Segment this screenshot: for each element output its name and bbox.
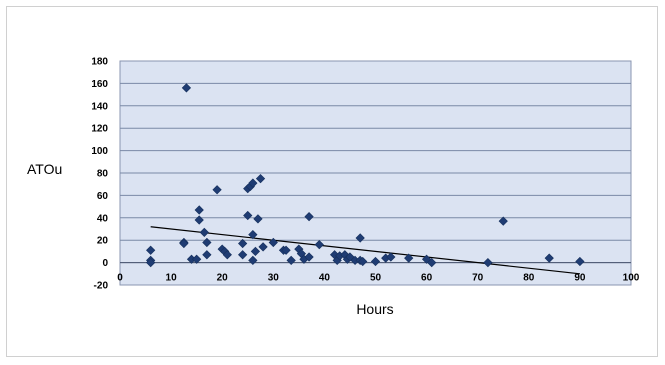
x-tick-label: 10 (166, 273, 178, 284)
data-point (575, 256, 585, 267)
data-point (181, 83, 192, 93)
x-tick-label: 100 (623, 273, 640, 284)
data-point (202, 250, 212, 260)
data-point (222, 250, 232, 260)
data-point (212, 185, 222, 195)
data-point (268, 237, 278, 248)
y-tick-label: 180 (91, 57, 108, 68)
data-point (258, 242, 268, 252)
data-point (304, 252, 314, 262)
data-points (146, 83, 585, 268)
data-point (355, 233, 365, 243)
data-point (286, 255, 296, 265)
data-point (199, 227, 209, 237)
data-point (179, 238, 189, 249)
y-axis: -20 0 20 40 60 80 100 120 140 160 180 (91, 57, 108, 292)
x-tick-label: 30 (268, 273, 280, 284)
y-tick-label: 140 (91, 101, 108, 112)
y-tick-label: -20 (94, 281, 109, 292)
data-point (255, 173, 266, 184)
data-point (314, 240, 324, 250)
y-tick-label: 20 (97, 236, 109, 247)
x-axis-title: Hours (356, 301, 393, 317)
data-point (386, 252, 396, 262)
y-tick-label: 80 (97, 169, 109, 180)
data-point (146, 245, 156, 255)
data-point (250, 246, 261, 257)
data-point (370, 256, 381, 267)
data-point (238, 250, 248, 260)
x-tick-label: 0 (117, 273, 123, 284)
data-point (498, 216, 508, 226)
data-point (194, 215, 204, 225)
y-tick-label: 60 (97, 191, 109, 202)
data-point (404, 253, 414, 263)
data-point (248, 255, 258, 265)
data-point (248, 229, 258, 240)
y-tick-label: 0 (102, 258, 108, 269)
data-point (192, 254, 202, 264)
y-tick-label: 100 (91, 146, 108, 157)
data-point (304, 212, 314, 222)
data-point (483, 257, 493, 268)
data-point (202, 237, 212, 248)
data-point (253, 214, 263, 224)
y-axis-title: ATOu (27, 161, 62, 177)
trendline (150, 226, 580, 275)
data-point (243, 210, 253, 221)
x-tick-label: 20 (217, 273, 229, 284)
y-tick-label: 40 (97, 213, 109, 224)
trendline-group (150, 226, 580, 275)
data-point (248, 178, 258, 188)
x-tick-label: 80 (523, 273, 535, 284)
data-point (427, 257, 437, 268)
scatter-chart: 0 10 20 30 40 50 60 70 80 90 100 -20 0 20 40 60 80 100 12… (27, 57, 640, 318)
data-point (238, 238, 248, 249)
y-tick-label: 120 (91, 124, 108, 135)
x-tick-label: 90 (574, 273, 586, 284)
x-tick-label: 40 (319, 273, 331, 284)
x-tick-label: 60 (421, 273, 433, 284)
data-point (358, 256, 368, 267)
data-point (544, 253, 554, 263)
x-tick-label: 50 (370, 273, 382, 284)
data-point (194, 205, 204, 215)
data-point (281, 245, 291, 255)
x-tick-label: 70 (472, 273, 484, 284)
data-point (146, 257, 156, 268)
chart-frame: 0 10 20 30 40 50 60 70 80 90 100 -20 0 20 40 60 80 100 12… (6, 6, 658, 357)
y-tick-label: 160 (91, 79, 108, 90)
